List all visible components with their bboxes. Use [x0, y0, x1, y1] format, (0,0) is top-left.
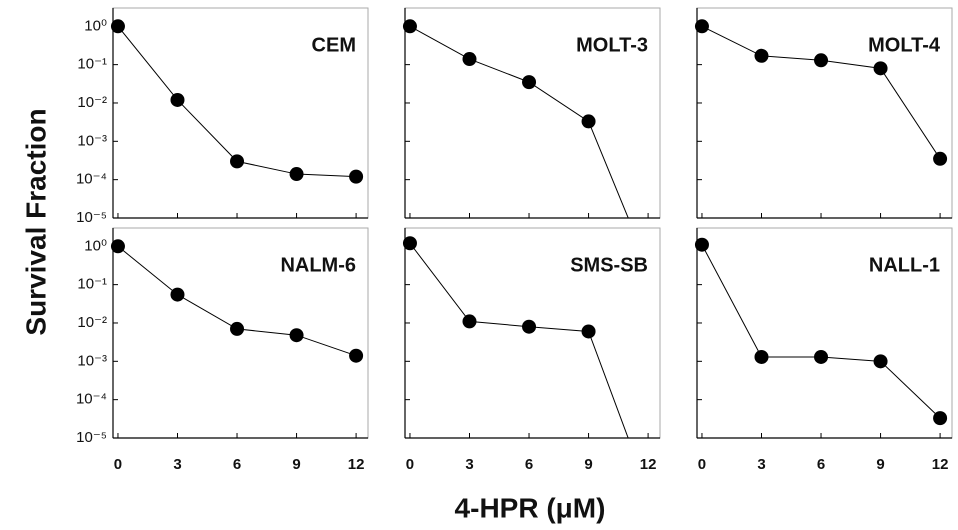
data-point [462, 314, 477, 329]
x-tick-label: 0 [698, 456, 706, 473]
data-point [110, 19, 125, 34]
x-tick-label: 9 [292, 456, 300, 473]
y-tick-label: 10⁻² [77, 314, 107, 331]
data-point [110, 239, 125, 254]
y-tick-label: 10⁰ [84, 237, 107, 254]
x-tick-label: 12 [932, 456, 949, 473]
y-tick-label: 10⁻³ [77, 352, 107, 369]
data-point [933, 411, 948, 426]
x-tick-label: 0 [406, 456, 414, 473]
x-tick-label: 12 [348, 456, 365, 473]
data-point [694, 237, 709, 252]
data-point [349, 348, 364, 363]
data-point [522, 75, 537, 90]
panel-title: NALL-1 [869, 254, 940, 276]
x-tick-label: 3 [465, 456, 473, 473]
x-tick-label: 9 [584, 456, 592, 473]
data-point [289, 328, 304, 343]
x-tick-label: 12 [640, 456, 657, 473]
data-point [170, 92, 185, 107]
series-line [409, 25, 629, 218]
data-point [754, 48, 769, 63]
x-tick-label: 6 [233, 456, 241, 473]
x-tick-label: 3 [173, 456, 181, 473]
data-point [873, 354, 888, 369]
data-point [814, 53, 829, 68]
data-point [581, 114, 596, 129]
data-point [230, 154, 245, 169]
data-point [873, 61, 888, 76]
data-point [349, 169, 364, 184]
x-tick-label: 0 [114, 456, 122, 473]
y-tick-label: 10⁻² [77, 94, 107, 111]
panel-title: CEM [312, 34, 356, 56]
y-tick-label: 10⁻¹ [77, 276, 107, 293]
y-tick-label: 10⁻⁴ [76, 391, 107, 408]
panel-title: NALM-6 [280, 254, 356, 276]
data-point [170, 287, 185, 302]
y-tick-label: 10⁰ [84, 17, 107, 34]
x-tick-label: 9 [876, 456, 884, 473]
y-tick-label: 10⁻³ [77, 132, 107, 149]
x-tick-label: 6 [817, 456, 825, 473]
data-point [289, 167, 304, 182]
data-point [522, 319, 537, 334]
x-tick-label: 3 [757, 456, 765, 473]
x-tick-label: 6 [525, 456, 533, 473]
series-line [409, 242, 629, 438]
data-point [694, 19, 709, 34]
data-point [754, 349, 769, 364]
panel-title: MOLT-3 [576, 34, 648, 56]
data-point [402, 19, 417, 34]
data-point [230, 321, 245, 336]
data-point [814, 349, 829, 364]
y-tick-label: 10⁻⁵ [76, 429, 107, 446]
y-tick-label: 10⁻⁴ [76, 171, 107, 188]
y-tick-label: 10⁻¹ [77, 56, 107, 73]
y-axis-label: Survival Fraction [20, 108, 51, 335]
panel-title: MOLT-4 [868, 34, 941, 56]
data-point [462, 52, 477, 67]
data-point [933, 151, 948, 166]
x-axis-label: 4-HPR (μM) [455, 492, 606, 523]
data-point [402, 236, 417, 251]
data-point [581, 324, 596, 339]
panel-title: SMS-SB [570, 254, 648, 276]
y-tick-label: 10⁻⁵ [76, 209, 107, 226]
